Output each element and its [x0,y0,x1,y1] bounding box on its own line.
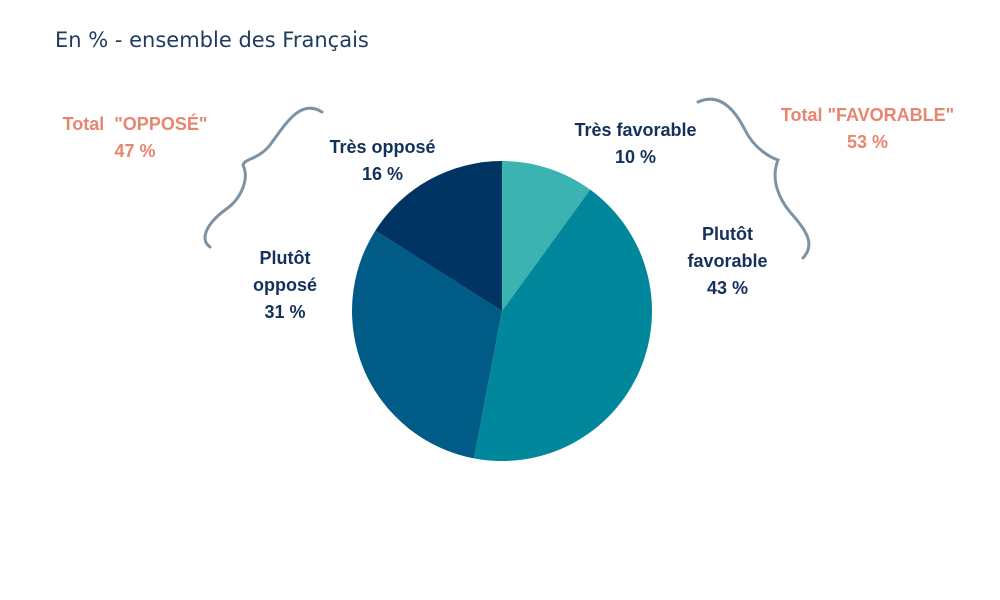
pie-slices [352,161,653,461]
pie-slice-tres-oppose [375,161,502,311]
left-brace [203,106,324,249]
label-plutot-favorable: Plutôt favorable 43 % [670,221,785,302]
pie-slice-plutot-favorable [473,189,653,461]
label-tres-favorable: Très favorable 10 % [548,117,723,171]
label-tres-favorable-name: Très favorable [574,120,697,140]
total-favorable-value: 53 % [846,132,889,152]
label-plutot-oppose-name-2: opposé [252,275,317,295]
label-plutot-favorable-name-1: Plutôt [702,224,753,244]
total-oppose-label: Total "OPPOSÉ" [62,114,208,134]
label-plutot-oppose: Plutôt opposé 31 % [235,245,335,326]
pie-slice-plutot-oppose [352,230,502,459]
label-plutot-oppose-name-1: Plutôt [259,248,311,268]
total-favorable-label: Total "FAVORABLE" [780,105,955,125]
label-tres-oppose-value: 16 % [361,164,404,184]
total-oppose: Total "OPPOSÉ" 47 % [45,111,225,165]
label-tres-oppose: Très opposé 16 % [310,134,455,188]
label-tres-favorable-value: 10 % [614,147,657,167]
label-tres-oppose-name: Très opposé [329,137,436,157]
total-oppose-value: 47 % [114,141,156,161]
label-plutot-favorable-name-2: favorable [687,251,768,271]
pie-slice-tres-favorable [502,161,591,311]
label-plutot-oppose-value: 31 % [264,302,306,322]
label-plutot-favorable-value: 43 % [706,278,749,298]
right-brace [696,97,811,260]
total-favorable: Total "FAVORABLE" 53 % [765,102,970,156]
chart-subtitle: En % - ensemble des Français [55,28,369,52]
